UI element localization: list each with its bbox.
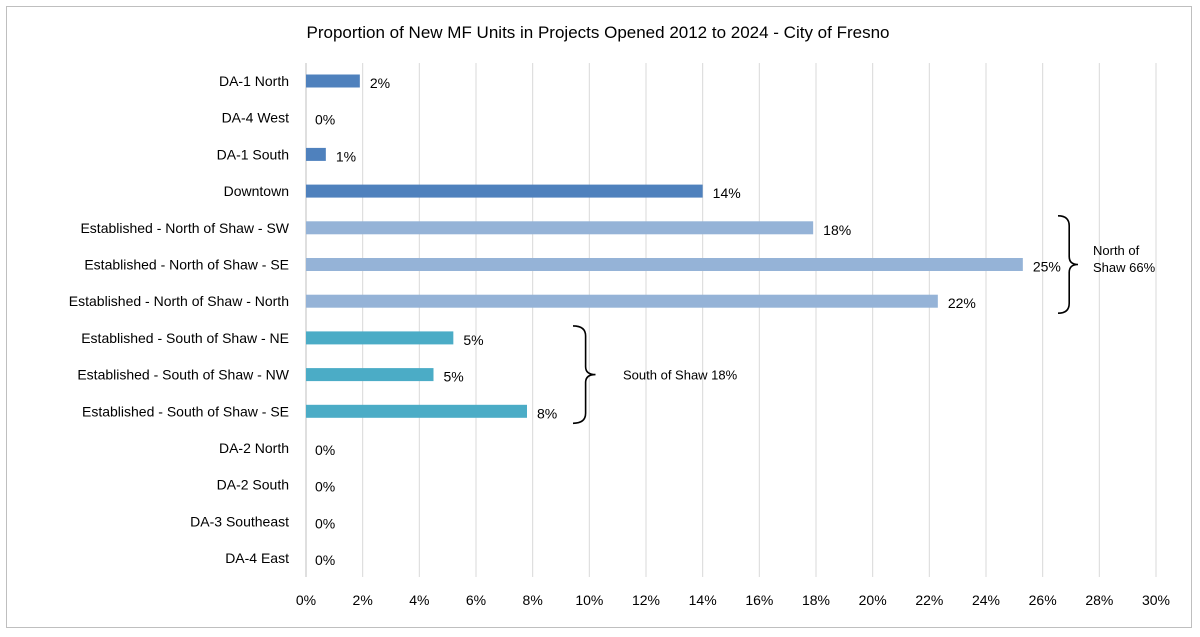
bracket-annotations: North of Shaw 66% South of Shaw 18% [572,215,1156,425]
x-tick-label: 20% [859,592,887,608]
x-tick-label: 28% [1085,592,1113,608]
x-tick-label: 22% [915,592,943,608]
category-label: DA-4 East [225,550,289,566]
x-tick-label: 6% [466,592,486,608]
data-labels: 2% 0% 1% 14% 18% 25% 22% 5% 5% 8% 0% 0% 0% 0% [315,75,1061,568]
chart-frame [6,6,1192,628]
bar [306,404,527,418]
data-label: 22% [948,295,976,311]
x-tick-label: 14% [689,592,717,608]
data-label: 0% [315,442,335,458]
bar [306,368,434,382]
x-tick-label: 2% [353,592,373,608]
category-label: DA-3 Southeast [190,513,289,529]
data-label: 1% [336,148,356,164]
x-tick-label: 10% [575,592,603,608]
category-label: Established - North of Shaw - SE [84,257,289,273]
category-label: DA-1 South [217,146,289,162]
data-label: 18% [823,222,851,238]
data-label: 2% [370,75,390,91]
x-tick-label: 4% [409,592,429,608]
bar [306,184,703,198]
bar [306,294,938,308]
data-label: 0% [315,515,335,531]
category-labels: DA-1 North DA-4 West DA-1 South Downtown Est… [69,73,290,566]
bar [306,147,326,161]
data-label: 0% [315,112,335,128]
bars [306,74,1023,418]
x-tick-label: 30% [1142,592,1170,608]
curly-brace [572,325,596,425]
category-label: Established - North of Shaw - SW [80,220,289,236]
category-label: DA-2 North [219,440,289,456]
annotation-label: North of [1093,243,1140,258]
curly-brace [1057,215,1079,314]
data-label: 0% [315,479,335,495]
category-label: DA-4 West [222,110,290,126]
bar [306,258,1023,271]
x-tick-label: 24% [972,592,1000,608]
chart-title: Proportion of New MF Units in Projects O… [307,23,890,42]
category-label: Established - North of Shaw - North [69,293,289,309]
annotation-label: Shaw 66% [1093,260,1156,275]
category-label: Established - South of Shaw - SE [82,403,289,419]
data-label: 5% [463,332,483,348]
bar [306,331,454,345]
annotation-label: South of Shaw 18% [623,368,738,383]
category-label: Downtown [224,183,289,199]
data-label: 5% [444,369,464,385]
data-label: 8% [537,405,557,421]
x-tick-label: 12% [632,592,660,608]
bar [306,221,814,235]
x-tick-label: 26% [1029,592,1057,608]
data-label: 0% [315,552,335,568]
bar [306,74,360,88]
data-label: 14% [713,185,741,201]
category-label: Established - South of Shaw - NE [81,330,289,346]
x-tick-label: 8% [523,592,543,608]
category-label: DA-1 North [219,73,289,89]
gridlines [305,63,1157,577]
category-label: DA-2 South [217,477,289,493]
x-tick-label: 18% [802,592,830,608]
category-label: Established - South of Shaw - NW [77,367,289,383]
x-tick-label: 16% [745,592,773,608]
x-axis-tick-labels: 0% 2% 4% 6% 8% 10% 12% 14% 16% 18% 20% 22% 24% 26% 28%… [296,592,1170,608]
data-label: 25% [1033,259,1061,275]
x-tick-label: 0% [296,592,316,608]
